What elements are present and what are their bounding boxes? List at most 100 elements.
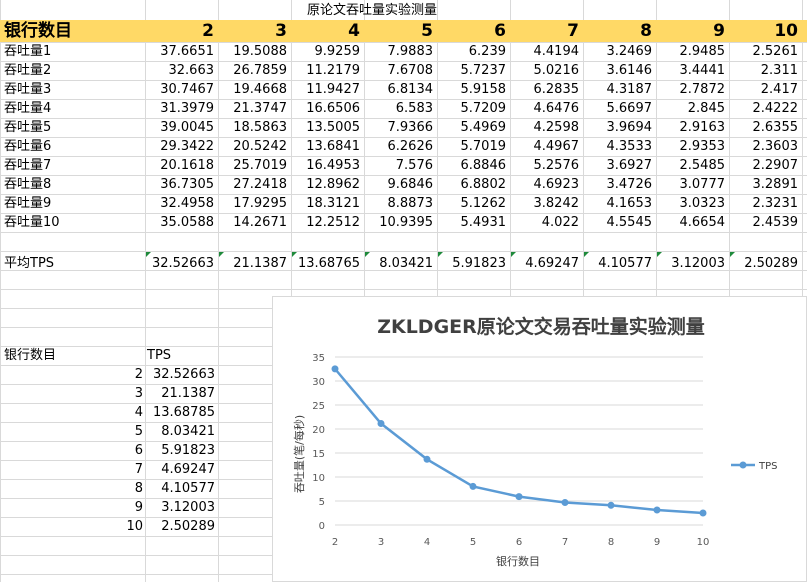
data-cell[interactable]: 26.7859: [233, 63, 287, 78]
avg-cell[interactable]: 4.10577: [598, 256, 652, 271]
data-cell[interactable]: 11.2179: [306, 63, 360, 78]
data-cell[interactable]: 4.4967: [533, 139, 580, 154]
avg-label[interactable]: 平均TPS: [4, 256, 55, 271]
data-cell[interactable]: 2.845: [687, 101, 725, 116]
data-cell[interactable]: 20.5242: [233, 139, 287, 154]
data-cell[interactable]: 32.663: [168, 63, 215, 78]
data-cell[interactable]: 6.2626: [387, 139, 434, 154]
data-cell[interactable]: 11.9427: [306, 82, 360, 97]
data-cell[interactable]: 2.7872: [679, 82, 726, 97]
avg-cell[interactable]: 2.50289: [744, 256, 798, 271]
data-cell[interactable]: 4.5545: [606, 215, 653, 230]
summary-tps-cell[interactable]: 21.1387: [161, 386, 215, 401]
corner-header[interactable]: 银行数目: [4, 21, 72, 41]
data-cell[interactable]: 4.3533: [606, 139, 653, 154]
data-cell[interactable]: 5.1262: [460, 196, 507, 211]
summary-tps-cell[interactable]: 4.10577: [161, 481, 215, 496]
data-cell[interactable]: 3.4726: [606, 177, 653, 192]
data-cell[interactable]: 2.311: [760, 63, 798, 78]
data-cell[interactable]: 32.4958: [160, 196, 214, 211]
data-cell[interactable]: 3.6146: [606, 63, 653, 78]
col-header[interactable]: 6: [494, 21, 506, 41]
summary-tps-cell[interactable]: 4.69247: [161, 462, 215, 477]
data-cell[interactable]: 5.7237: [460, 63, 507, 78]
summary-bank-cell[interactable]: 7: [134, 462, 143, 477]
data-cell[interactable]: 4.6654: [679, 215, 726, 230]
data-cell[interactable]: 2.2907: [752, 158, 799, 173]
data-cell[interactable]: 20.1618: [160, 158, 214, 173]
summary-bank-cell[interactable]: 2: [134, 367, 143, 382]
data-cell[interactable]: 16.6506: [306, 101, 360, 116]
data-cell[interactable]: 13.5005: [306, 120, 360, 135]
row-label[interactable]: 吞吐量1: [4, 44, 52, 59]
data-cell[interactable]: 5.4931: [460, 215, 507, 230]
summary-bank-cell[interactable]: 5: [134, 424, 143, 439]
data-cell[interactable]: 3.0323: [679, 196, 726, 211]
avg-cell[interactable]: 32.52663: [151, 256, 214, 271]
row-label[interactable]: 吞吐量10: [4, 215, 60, 230]
data-cell[interactable]: 12.8962: [306, 177, 360, 192]
legend[interactable]: TPS: [731, 461, 778, 472]
data-cell[interactable]: 7.9366: [387, 120, 434, 135]
summary-tps-cell[interactable]: 2.50289: [161, 519, 215, 534]
summary-header-banks[interactable]: 银行数目: [4, 348, 57, 363]
data-cell[interactable]: 6.583: [395, 101, 433, 116]
data-cell[interactable]: 5.0216: [533, 63, 580, 78]
col-header[interactable]: 4: [348, 21, 360, 41]
data-cell[interactable]: 3.2891: [752, 177, 799, 192]
summary-bank-cell[interactable]: 10: [126, 519, 143, 534]
summary-tps-cell[interactable]: 13.68785: [152, 405, 215, 420]
data-cell[interactable]: 6.239: [468, 44, 506, 59]
summary-bank-cell[interactable]: 3: [134, 386, 143, 401]
data-cell[interactable]: 39.0045: [160, 120, 214, 135]
data-cell[interactable]: 13.6841: [306, 139, 360, 154]
data-cell[interactable]: 9.9259: [314, 44, 361, 59]
data-cell[interactable]: 8.8873: [387, 196, 434, 211]
col-header[interactable]: 5: [421, 21, 433, 41]
data-cell[interactable]: 2.6355: [752, 120, 799, 135]
data-cell[interactable]: 37.6651: [160, 44, 214, 59]
data-cell[interactable]: 7.6708: [387, 63, 434, 78]
row-label[interactable]: 吞吐量4: [4, 101, 52, 116]
avg-cell[interactable]: 3.12003: [671, 256, 725, 271]
data-cell[interactable]: 10.9395: [379, 215, 433, 230]
data-cell[interactable]: 31.3979: [160, 101, 214, 116]
data-cell[interactable]: 3.9694: [606, 120, 653, 135]
data-cell[interactable]: 4.1653: [606, 196, 653, 211]
data-cell[interactable]: 18.3121: [306, 196, 360, 211]
sheet-title[interactable]: 原论文吞吐量实验测量: [306, 3, 437, 18]
summary-header-tps[interactable]: TPS: [147, 348, 172, 363]
data-cell[interactable]: 25.7019: [233, 158, 287, 173]
data-cell[interactable]: 17.9295: [233, 196, 287, 211]
data-cell[interactable]: 4.022: [541, 215, 579, 230]
row-label[interactable]: 吞吐量7: [4, 158, 52, 173]
col-header[interactable]: 9: [713, 21, 725, 41]
avg-cell[interactable]: 13.68765: [297, 256, 360, 271]
row-label[interactable]: 吞吐量2: [4, 63, 52, 78]
row-label[interactable]: 吞吐量9: [4, 196, 52, 211]
data-cell[interactable]: 5.2576: [533, 158, 580, 173]
data-cell[interactable]: 5.7209: [460, 101, 507, 116]
data-cell[interactable]: 4.6923: [533, 177, 580, 192]
summary-tps-cell[interactable]: 8.03421: [161, 424, 215, 439]
row-label[interactable]: 吞吐量8: [4, 177, 52, 192]
row-label[interactable]: 吞吐量3: [4, 82, 52, 97]
data-cell[interactable]: 2.5485: [679, 158, 726, 173]
tps-line-chart[interactable]: ZKLDGER原论文交易吞吐量实验测量 银行数目 吞吐量(笔/每秒) 0 5 10 1…: [272, 296, 807, 582]
data-cell[interactable]: 19.4668: [233, 82, 287, 97]
data-cell[interactable]: 3.6927: [606, 158, 653, 173]
avg-cell[interactable]: 8.03421: [379, 256, 433, 271]
data-cell[interactable]: 6.8846: [460, 158, 507, 173]
data-cell[interactable]: 3.2469: [606, 44, 653, 59]
col-header[interactable]: 10: [774, 21, 798, 41]
col-header[interactable]: 7: [567, 21, 579, 41]
data-cell[interactable]: 2.4539: [752, 215, 799, 230]
data-cell[interactable]: 7.576: [395, 158, 433, 173]
summary-tps-cell[interactable]: 3.12003: [161, 500, 215, 515]
summary-bank-cell[interactable]: 6: [134, 443, 143, 458]
data-cell[interactable]: 19.5088: [233, 44, 287, 59]
data-cell[interactable]: 2.9353: [679, 139, 726, 154]
summary-bank-cell[interactable]: 4: [134, 405, 143, 420]
summary-tps-cell[interactable]: 5.91823: [161, 443, 215, 458]
col-header[interactable]: 2: [202, 21, 214, 41]
